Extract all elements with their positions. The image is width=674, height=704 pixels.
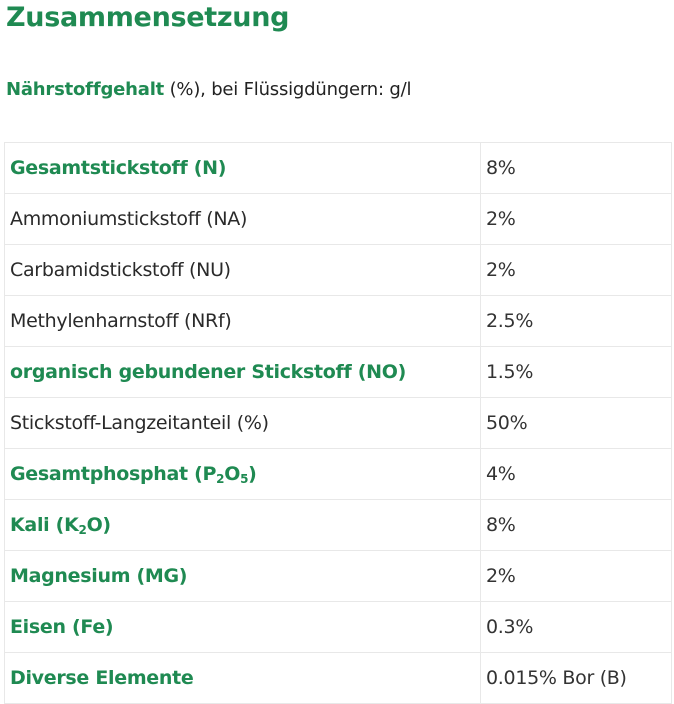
row-value: 2% xyxy=(480,550,672,602)
subtitle: Nährstoffgehalt (%), bei Flüssigdüngern:… xyxy=(6,77,411,103)
row-value: 2% xyxy=(480,193,672,245)
subscript: 5 xyxy=(240,472,249,486)
row-value: 0.3% xyxy=(480,601,672,653)
row-value: 50% xyxy=(480,397,672,449)
page-title: Zusammensetzung xyxy=(6,2,290,33)
row-label: Ammoniumstickstoff (NA) xyxy=(4,193,481,245)
label-text: O) xyxy=(86,514,112,536)
row-label: Gesamtstickstoff (N) xyxy=(4,142,481,194)
label-text: Gesamtphosphat (P xyxy=(10,463,217,485)
row-label: Methylenharnstoff (NRf) xyxy=(4,295,481,347)
row-label: Stickstoff-Langzeitanteil (%) xyxy=(4,397,481,449)
row-label: Gesamtphosphat (P2O5) xyxy=(4,448,481,500)
row-value: 1.5% xyxy=(480,346,672,398)
composition-table: Gesamtstickstoff (N) 8% Ammoniumsticksto… xyxy=(4,142,672,704)
table-row: Ammoniumstickstoff (NA) 2% xyxy=(4,193,672,245)
table-row: Kali (K2O) 8% xyxy=(4,499,672,551)
subscript: 2 xyxy=(78,523,87,537)
table-row: Magnesium (MG) 2% xyxy=(4,550,672,602)
row-label: organisch gebundener Stickstoff (NO) xyxy=(4,346,481,398)
subscript: 2 xyxy=(216,472,225,486)
row-value: 4% xyxy=(480,448,672,500)
table-row: Gesamtstickstoff (N) 8% xyxy=(4,142,672,194)
row-value: 2% xyxy=(480,244,672,296)
row-value: 0.015% Bor (B) xyxy=(480,652,672,704)
table-row: Methylenharnstoff (NRf) 2.5% xyxy=(4,295,672,347)
table-row: Carbamidstickstoff (NU) 2% xyxy=(4,244,672,296)
label-text: ) xyxy=(248,463,257,485)
table-row: organisch gebundener Stickstoff (NO) 1.5… xyxy=(4,346,672,398)
row-label: Eisen (Fe) xyxy=(4,601,481,653)
row-label: Magnesium (MG) xyxy=(4,550,481,602)
row-label: Diverse Elemente xyxy=(4,652,481,704)
table-row: Diverse Elemente 0.015% Bor (B) xyxy=(4,652,672,704)
row-value: 2.5% xyxy=(480,295,672,347)
row-value: 8% xyxy=(480,142,672,194)
label-text: O xyxy=(224,463,241,485)
row-label: Carbamidstickstoff (NU) xyxy=(4,244,481,296)
row-label: Kali (K2O) xyxy=(4,499,481,551)
table-row: Gesamtphosphat (P2O5) 4% xyxy=(4,448,672,500)
table-row: Eisen (Fe) 0.3% xyxy=(4,601,672,653)
table-row: Stickstoff-Langzeitanteil (%) 50% xyxy=(4,397,672,449)
label-text: Kali (K xyxy=(10,514,79,536)
row-value: 8% xyxy=(480,499,672,551)
subtitle-strong: Nährstoffgehalt xyxy=(6,79,165,100)
subtitle-rest: (%), bei Flüssigdüngern: g/l xyxy=(164,79,412,100)
